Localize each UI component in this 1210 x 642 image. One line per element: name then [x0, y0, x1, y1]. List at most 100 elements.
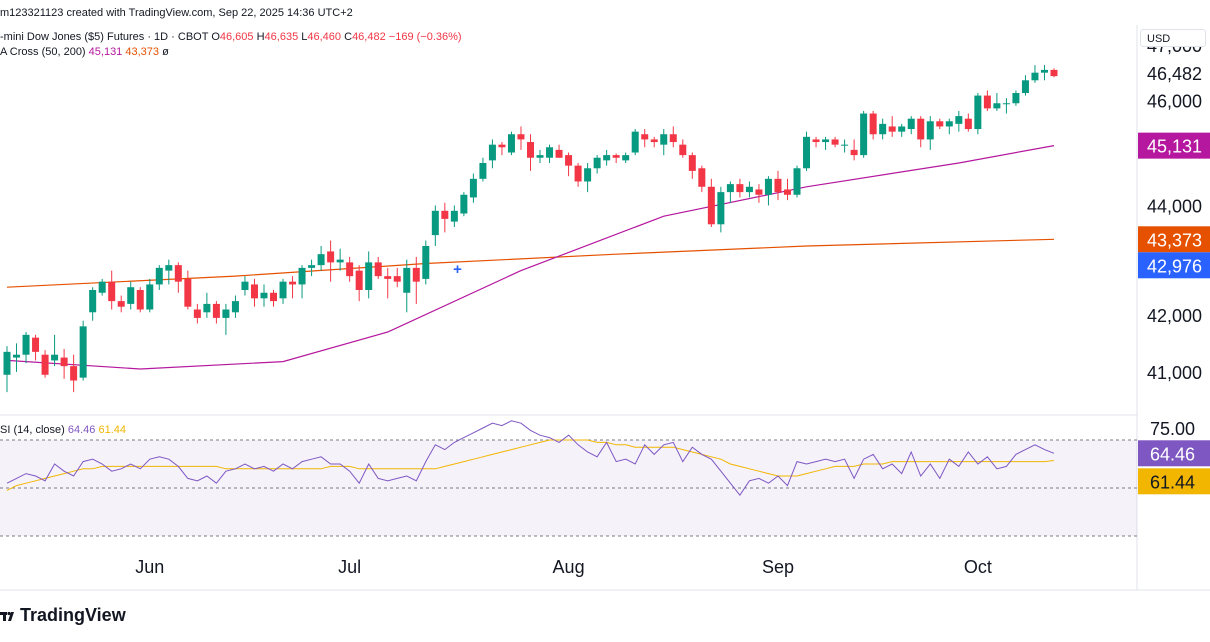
- markers-layer: +: [453, 261, 462, 278]
- change-value: −169 (−0.36%): [388, 31, 462, 43]
- close-value: 46,482: [352, 31, 386, 43]
- candle-body: [1040, 69, 1048, 73]
- candle-body: [327, 251, 335, 263]
- candle-body: [1050, 69, 1058, 77]
- candle-body: [736, 184, 744, 193]
- candle-body: [831, 139, 839, 145]
- price-tag-label: 42,976: [1147, 256, 1202, 276]
- low-value: 46,460: [307, 31, 342, 43]
- tradingview-mark-icon: [0, 611, 14, 621]
- created-by-label: m123321123 created with TradingView.com,…: [0, 7, 353, 19]
- candle-body: [936, 121, 944, 127]
- candle-body: [650, 139, 658, 143]
- candle-body: [488, 144, 496, 161]
- price-tag-ma_fast: 45,131: [1138, 132, 1210, 159]
- candle-body: [841, 144, 849, 146]
- candle-body: [641, 134, 649, 140]
- candle-body: [850, 149, 858, 156]
- price-tag-bg: [1138, 60, 1210, 87]
- candle-body: [755, 189, 763, 195]
- candle-body: [669, 134, 677, 143]
- candle-body: [384, 276, 392, 279]
- ma-cross-label[interactable]: A Cross (50, 200): [0, 46, 86, 58]
- price-tag-label: 46,482: [1147, 64, 1202, 84]
- price-tag-last: 46,482: [1138, 60, 1210, 87]
- high-label: H: [256, 31, 265, 43]
- candle-body: [422, 245, 430, 279]
- price-tick-label: 46,000: [1147, 92, 1202, 112]
- candle-body: [51, 354, 59, 361]
- ma-slow-line: [6, 238, 1055, 288]
- candle-body: [993, 103, 1001, 109]
- rsi-ma-value-tag: 61.44: [1138, 468, 1210, 495]
- rsi-band-fill: [0, 440, 1137, 536]
- candle-body: [460, 194, 468, 214]
- candle-body: [155, 267, 163, 285]
- rsi-tag-label: 64.46: [1150, 444, 1195, 464]
- rsi-tag-bg: [1138, 440, 1210, 467]
- price-tag-cross: 42,976: [1138, 252, 1210, 279]
- candle-body: [231, 301, 239, 313]
- candle-body: [441, 210, 449, 219]
- time-tick-label: Jun: [135, 557, 164, 577]
- candle-body: [498, 144, 506, 148]
- candle-body: [193, 309, 201, 318]
- ma-fast-line: [6, 145, 1055, 370]
- symbol-name[interactable]: -mini Dow Jones ($5) Futures · 1D · CBOT: [0, 31, 209, 43]
- candle-body: [212, 303, 220, 318]
- candle-body: [355, 270, 363, 290]
- time-tick-label: Jul: [338, 557, 361, 577]
- candle-body: [536, 155, 544, 158]
- currency-selector[interactable]: USD: [1140, 29, 1206, 47]
- candle-body: [879, 123, 887, 135]
- candle-body: [289, 281, 297, 285]
- candle-body: [860, 113, 868, 156]
- ma-slow-value: 43,373: [125, 46, 160, 58]
- candle-body: [89, 289, 97, 313]
- tradingview-logo[interactable]: TradingView: [0, 605, 126, 626]
- rsi-legend: SI (14, close) 64.46 61.44: [0, 424, 126, 436]
- open-label: O: [211, 31, 220, 43]
- candle-body: [793, 168, 801, 195]
- candle-body: [336, 259, 344, 263]
- rsi-value: 64.46: [67, 424, 96, 436]
- candle-body: [527, 142, 534, 158]
- candle-body: [365, 262, 373, 290]
- candles-layer: [3, 65, 1058, 393]
- candle-body: [260, 292, 268, 299]
- candle-body: [926, 121, 934, 140]
- candle-body: [22, 334, 30, 355]
- candle-body: [1031, 72, 1039, 81]
- candle-body: [983, 95, 991, 109]
- price-tag-bg: [1138, 226, 1210, 253]
- candle-body: [822, 139, 830, 143]
- candle-body: [222, 309, 230, 318]
- price-tag-bg: [1138, 132, 1210, 159]
- candle-body: [974, 95, 982, 130]
- candle-body: [3, 351, 11, 375]
- rsi-line: [6, 420, 1055, 497]
- ma-slow-layer: [6, 238, 1055, 288]
- high-value: 46,635: [264, 31, 299, 43]
- candle-body: [517, 134, 525, 140]
- candle-body: [165, 265, 173, 271]
- price-tag-ma_slow: 43,373: [1138, 226, 1210, 253]
- rsi-ma-tag-bg: [1138, 468, 1210, 495]
- candle-body: [32, 337, 40, 352]
- candle-body: [774, 178, 782, 193]
- price-tag-bg: [1138, 252, 1210, 279]
- rsi-label[interactable]: SI (14, close): [0, 424, 65, 436]
- candle-body: [631, 131, 639, 153]
- candle-body: [688, 155, 696, 171]
- candle-body: [108, 281, 116, 302]
- candle-body: [117, 301, 125, 307]
- candle-body: [184, 278, 192, 307]
- price-tick-label: 41,000: [1147, 363, 1202, 383]
- candle-body: [945, 121, 953, 127]
- candle-body: [79, 326, 87, 378]
- candle-body: [783, 189, 791, 195]
- candle-body: [70, 366, 78, 381]
- candle-body: [431, 210, 439, 236]
